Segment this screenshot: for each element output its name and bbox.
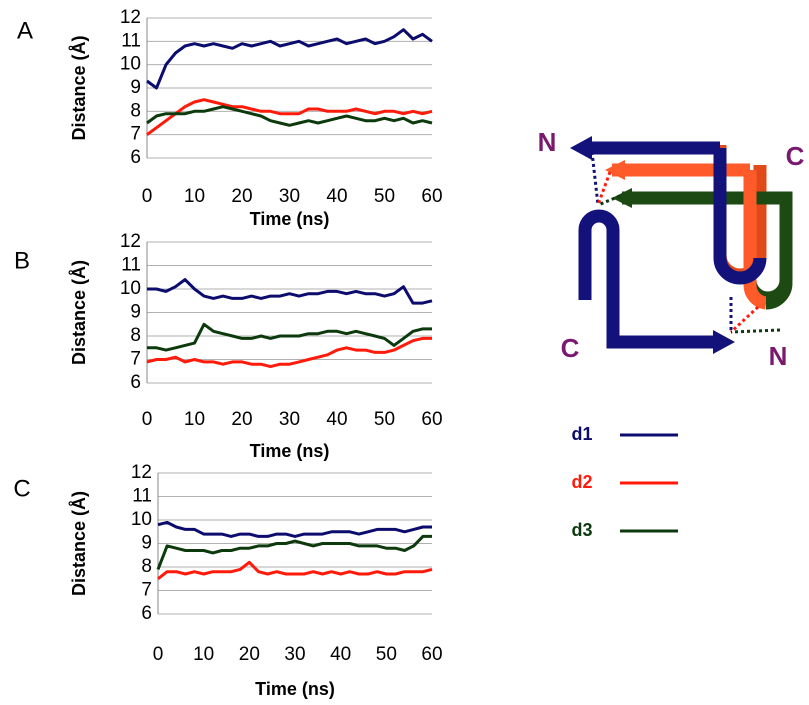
y-tick-label: 10 bbox=[131, 509, 152, 530]
series-line bbox=[146, 105, 433, 127]
x-tick-label: 10 bbox=[184, 186, 205, 207]
y-tick-label: 12 bbox=[120, 231, 141, 252]
y-tick-label: 9 bbox=[130, 302, 141, 323]
y-axis-title: Distance (Å) bbox=[69, 491, 89, 596]
y-tick-label: 9 bbox=[130, 77, 141, 98]
legend-label: d2 bbox=[571, 472, 592, 492]
panel-label: A bbox=[17, 17, 33, 44]
terminus-label: N bbox=[538, 127, 557, 157]
d1-line bbox=[590, 151, 600, 206]
x-tick-label: 30 bbox=[284, 644, 305, 665]
d3-line bbox=[597, 194, 621, 207]
legend-label: d3 bbox=[571, 520, 592, 540]
series-line bbox=[147, 278, 433, 305]
y-tick-label: 9 bbox=[141, 533, 152, 554]
y-tick-label: 8 bbox=[130, 325, 141, 346]
terminus-label: N bbox=[769, 341, 788, 371]
x-tick-label: 40 bbox=[326, 186, 347, 207]
x-axis-title: Time (ns) bbox=[250, 441, 330, 461]
y-tick-label: 12 bbox=[120, 7, 141, 28]
series-line bbox=[157, 520, 432, 538]
d3-line-2 bbox=[730, 328, 781, 334]
series-line bbox=[157, 560, 433, 580]
y-tick-label: 10 bbox=[120, 278, 141, 299]
x-tick-label: 10 bbox=[184, 409, 205, 430]
navy-turn bbox=[713, 148, 767, 285]
x-tick-label: 60 bbox=[421, 186, 442, 207]
x-tick-label: 30 bbox=[279, 409, 300, 430]
x-tick-label: 0 bbox=[153, 644, 164, 665]
y-tick-label: 6 bbox=[130, 372, 141, 393]
red-u bbox=[743, 170, 768, 310]
x-tick-label: 50 bbox=[376, 644, 397, 665]
x-tick-label: 40 bbox=[326, 409, 347, 430]
navy-arrowhead-2 bbox=[713, 330, 735, 354]
x-tick-label: 50 bbox=[374, 186, 395, 207]
panel-label: C bbox=[13, 475, 30, 502]
y-tick-label: 11 bbox=[121, 30, 141, 51]
y-tick-label: 7 bbox=[130, 349, 141, 370]
x-tick-label: 60 bbox=[421, 644, 442, 665]
y-tick-label: 8 bbox=[130, 100, 141, 121]
series-line bbox=[147, 322, 432, 352]
series-line bbox=[146, 28, 433, 90]
x-axis-title: Time (ns) bbox=[255, 679, 335, 699]
y-axis-title: Distance (Å) bbox=[69, 260, 89, 365]
terminus-label: C bbox=[786, 141, 805, 171]
navy-bottom bbox=[578, 209, 715, 349]
x-tick-label: 40 bbox=[330, 644, 351, 665]
y-tick-label: 8 bbox=[141, 556, 152, 577]
x-tick-label: 30 bbox=[279, 186, 300, 207]
series-line bbox=[146, 98, 433, 136]
y-tick-label: 6 bbox=[130, 147, 141, 168]
green-arrowhead bbox=[612, 188, 632, 208]
x-axis-title: Time (ns) bbox=[250, 209, 330, 229]
series-line bbox=[146, 336, 432, 369]
x-tick-label: 0 bbox=[142, 409, 153, 430]
x-tick-label: 20 bbox=[231, 409, 252, 430]
x-tick-label: 60 bbox=[421, 409, 442, 430]
series-line bbox=[156, 534, 432, 570]
x-tick-label: 50 bbox=[374, 409, 395, 430]
navy-arrowhead bbox=[570, 136, 592, 160]
y-tick-label: 12 bbox=[131, 462, 152, 483]
red-arrowhead bbox=[605, 160, 625, 180]
y-tick-label: 11 bbox=[132, 486, 152, 507]
y-tick-label: 6 bbox=[141, 603, 152, 624]
y-tick-label: 11 bbox=[121, 255, 141, 276]
d2-line-2 bbox=[729, 305, 760, 334]
legend-label: d1 bbox=[571, 424, 592, 444]
x-tick-label: 20 bbox=[231, 186, 252, 207]
x-tick-label: 10 bbox=[193, 644, 214, 665]
y-tick-label: 7 bbox=[141, 580, 152, 601]
green-u bbox=[765, 282, 793, 310]
x-tick-label: 20 bbox=[239, 644, 260, 665]
y-tick-label: 7 bbox=[130, 124, 141, 145]
y-tick-label: 10 bbox=[120, 54, 141, 75]
terminus-label: C bbox=[561, 333, 580, 363]
strand-diagram bbox=[570, 136, 793, 354]
panel-label: B bbox=[14, 247, 30, 274]
y-axis-title: Distance (Å) bbox=[69, 35, 89, 140]
x-tick-label: 0 bbox=[142, 186, 153, 207]
distance-lines bbox=[590, 151, 781, 334]
